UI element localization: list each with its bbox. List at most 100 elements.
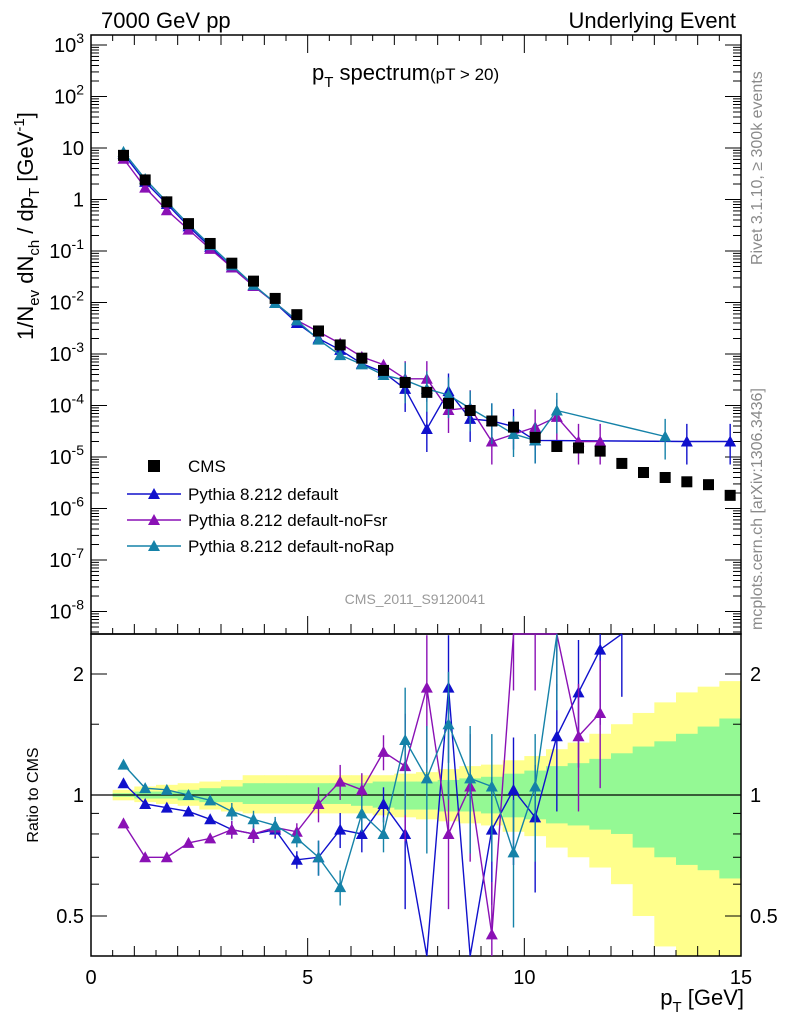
cms-point — [139, 174, 151, 186]
series-point — [680, 435, 693, 447]
ratio-point — [117, 777, 130, 789]
series-point — [507, 427, 520, 439]
cms-point — [681, 476, 693, 488]
ratio-point — [485, 780, 498, 792]
ratio-tick-label-right: 1 — [750, 785, 761, 807]
ratio-point — [160, 783, 173, 795]
series-point — [659, 430, 672, 442]
y-tick-label: 1 — [73, 190, 84, 212]
ratio-point — [160, 801, 173, 813]
y-tick-label: 102 — [54, 82, 84, 109]
analysis-id: CMS_2011_S9120041 — [345, 591, 486, 607]
title-note: (pT > 20) — [430, 65, 499, 84]
cms-point — [356, 352, 368, 364]
series-point — [550, 404, 563, 416]
x-label-main: p — [660, 985, 672, 1010]
ratio-point — [550, 730, 563, 742]
series-point — [355, 358, 368, 370]
ratio-point — [247, 813, 260, 825]
ratio-point — [312, 797, 325, 809]
series-point — [312, 333, 325, 345]
series-point — [334, 349, 347, 361]
y-tick-label: 10-1 — [49, 236, 84, 263]
green-band-bin — [697, 726, 720, 871]
ratio-point — [139, 782, 152, 794]
ratio-point — [442, 827, 455, 839]
ratio-tick-label-right: 2 — [750, 664, 761, 686]
legend-marker — [148, 514, 160, 525]
cms-point — [529, 431, 541, 443]
legend-label: CMS — [188, 457, 226, 476]
ratio-point — [312, 851, 325, 863]
ratio-point — [139, 797, 152, 809]
x-tick-label: 15 — [730, 967, 752, 989]
x-tick-label: 10 — [513, 967, 535, 989]
cms-point — [118, 149, 129, 161]
plot-title: pT spectrum(pT > 20) — [312, 60, 499, 91]
cms-point — [378, 364, 389, 376]
green-band-bin — [286, 783, 309, 804]
ratio-point — [290, 832, 303, 844]
ratio-point — [572, 730, 585, 742]
series-0 — [117, 147, 737, 465]
ratio-point — [529, 780, 542, 792]
ratio-point — [247, 827, 260, 839]
ratio-tick-label-right: 0.5 — [750, 906, 778, 928]
legend-marker — [148, 488, 160, 499]
ratio-point — [464, 772, 477, 784]
series-point — [139, 181, 152, 193]
cms-data — [118, 149, 736, 501]
green-band-bin — [221, 786, 244, 803]
ratio-series — [117, 633, 623, 957]
header-left: 7000 GeV pp — [101, 8, 231, 33]
green-band-bin — [264, 783, 287, 804]
ratio-point — [399, 734, 412, 746]
ratio-point — [160, 851, 173, 863]
y-tick-label: 10-2 — [49, 288, 84, 315]
cms-point — [659, 471, 671, 483]
ratio-point — [594, 643, 607, 655]
ratio-point — [225, 823, 238, 835]
y-tick-label: 10-5 — [49, 442, 84, 469]
green-band-bin — [676, 733, 699, 865]
ratio-point — [117, 758, 130, 770]
cms-point — [594, 445, 606, 457]
ratio-point — [594, 706, 607, 718]
cms-point — [334, 339, 346, 351]
series-2 — [117, 145, 672, 464]
cms-point — [724, 489, 736, 501]
green-band-bin — [611, 753, 634, 834]
ratio-point — [269, 819, 282, 831]
x-axis-label: pT [GeV] — [660, 985, 744, 1016]
ratio-point — [355, 807, 368, 819]
ratio-point — [182, 805, 195, 817]
ratio-point — [334, 881, 347, 893]
ratio-series-2 — [117, 634, 558, 928]
cms-point — [508, 421, 519, 433]
ratio-tick-label: 2 — [73, 664, 84, 686]
cms-point — [703, 479, 714, 491]
ratio-point — [485, 928, 498, 940]
ratio-point — [290, 853, 303, 865]
cms-point — [399, 376, 411, 388]
legend: CMS Pythia 8.212 default Pythia 8.212 defa… — [127, 457, 394, 556]
series-point — [160, 204, 173, 216]
green-band-bin — [632, 746, 655, 848]
green-band-bin — [242, 783, 265, 804]
cms-point — [421, 386, 433, 398]
ratio-point — [507, 846, 520, 858]
ratio-line — [123, 633, 623, 957]
ratio-point — [355, 827, 368, 839]
cms-point — [443, 397, 454, 409]
ratio-point — [182, 789, 195, 800]
green-band-bin — [719, 718, 742, 879]
ratio-point — [225, 805, 238, 817]
title-rest: spectrum — [333, 60, 430, 85]
green-band-bin — [589, 758, 612, 830]
legend-marker-cms — [148, 460, 160, 472]
y-tick-label: 10 — [62, 138, 84, 160]
x-label-sub: T — [672, 999, 681, 1016]
x-tick-label: 5 — [302, 967, 313, 989]
cms-point — [291, 309, 303, 321]
